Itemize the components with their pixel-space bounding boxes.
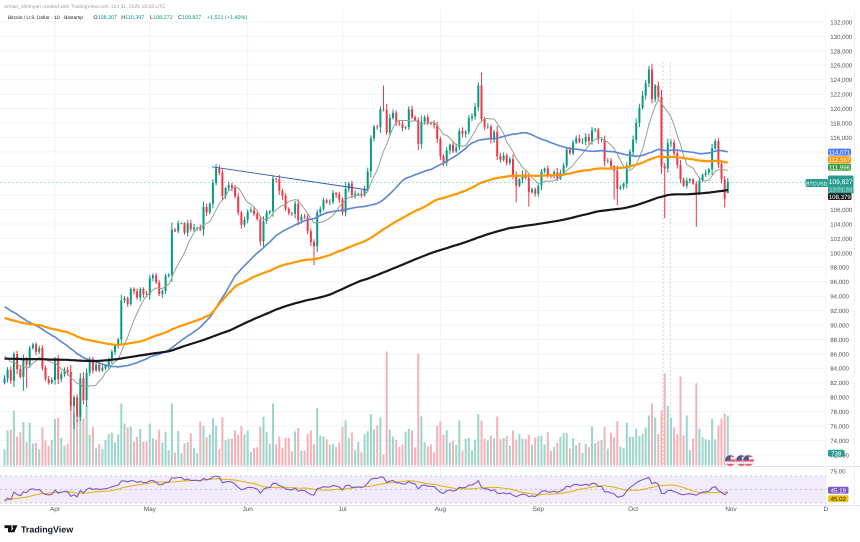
svg-text:128,000: 128,000 [830, 48, 853, 55]
svg-text:45.19: 45.19 [831, 488, 847, 495]
svg-text:82,000: 82,000 [830, 380, 849, 387]
svg-text:May: May [144, 506, 157, 513]
svg-text:738: 738 [831, 451, 842, 458]
svg-text:76,000: 76,000 [830, 424, 849, 431]
svg-text:108,379: 108,379 [829, 194, 852, 201]
svg-text:130,000: 130,000 [830, 34, 853, 41]
svg-text:Jun: Jun [243, 506, 254, 513]
svg-text:118,000: 118,000 [830, 120, 852, 127]
svg-text:114,071: 114,071 [829, 149, 851, 156]
svg-text:92,000: 92,000 [830, 308, 849, 315]
svg-text:74,000: 74,000 [830, 438, 849, 445]
svg-text:45.02: 45.02 [831, 496, 847, 503]
svg-text:Sep: Sep [533, 506, 545, 513]
svg-text:132,000: 132,000 [830, 19, 853, 26]
svg-text:Aug: Aug [435, 506, 447, 513]
svg-text:94,000: 94,000 [830, 294, 849, 301]
svg-text:102,000: 102,000 [830, 236, 853, 243]
svg-text:86,000: 86,000 [830, 351, 849, 358]
svg-text:106,000: 106,000 [830, 207, 853, 214]
svg-text:Nov: Nov [725, 506, 737, 513]
svg-text:84,000: 84,000 [830, 366, 849, 373]
svg-text:75.00: 75.00 [830, 469, 846, 476]
svg-text:78,000: 78,000 [830, 409, 849, 416]
svg-text:Apr: Apr [50, 506, 61, 513]
svg-text:124,000: 124,000 [830, 77, 853, 84]
svg-text:112,567: 112,567 [829, 157, 851, 164]
svg-text:109,827: 109,827 [829, 179, 853, 186]
svg-text:D: D [823, 506, 828, 513]
svg-text:BTCUSD: BTCUSD [806, 181, 828, 187]
svg-text:13:01:33: 13:01:33 [829, 187, 853, 194]
svg-text:116,000: 116,000 [830, 135, 852, 142]
svg-text:arman_shirinyan created with T: arman_shirinyan created with TradingView… [4, 4, 166, 10]
svg-text:126,000: 126,000 [830, 63, 853, 70]
svg-text:TradingView: TradingView [21, 525, 73, 535]
svg-text:98,000: 98,000 [830, 265, 849, 272]
svg-text:96,000: 96,000 [830, 279, 849, 286]
svg-text:90,000: 90,000 [830, 323, 849, 330]
svg-text:Oct: Oct [628, 506, 638, 513]
svg-text:120,000: 120,000 [830, 106, 853, 113]
svg-text:80,000: 80,000 [830, 395, 849, 402]
svg-text:88,000: 88,000 [830, 337, 849, 344]
svg-text:Jul: Jul [338, 506, 346, 513]
svg-text:122,000: 122,000 [830, 92, 853, 99]
svg-text:Bitcoin / U.S. Dollar · 1D · B: Bitcoin / U.S. Dollar · 1D · Bitstamp [8, 15, 83, 21]
svg-text:104,000: 104,000 [830, 221, 853, 228]
svg-text:100,000: 100,000 [830, 250, 853, 257]
svg-text:111,996: 111,996 [829, 165, 851, 172]
